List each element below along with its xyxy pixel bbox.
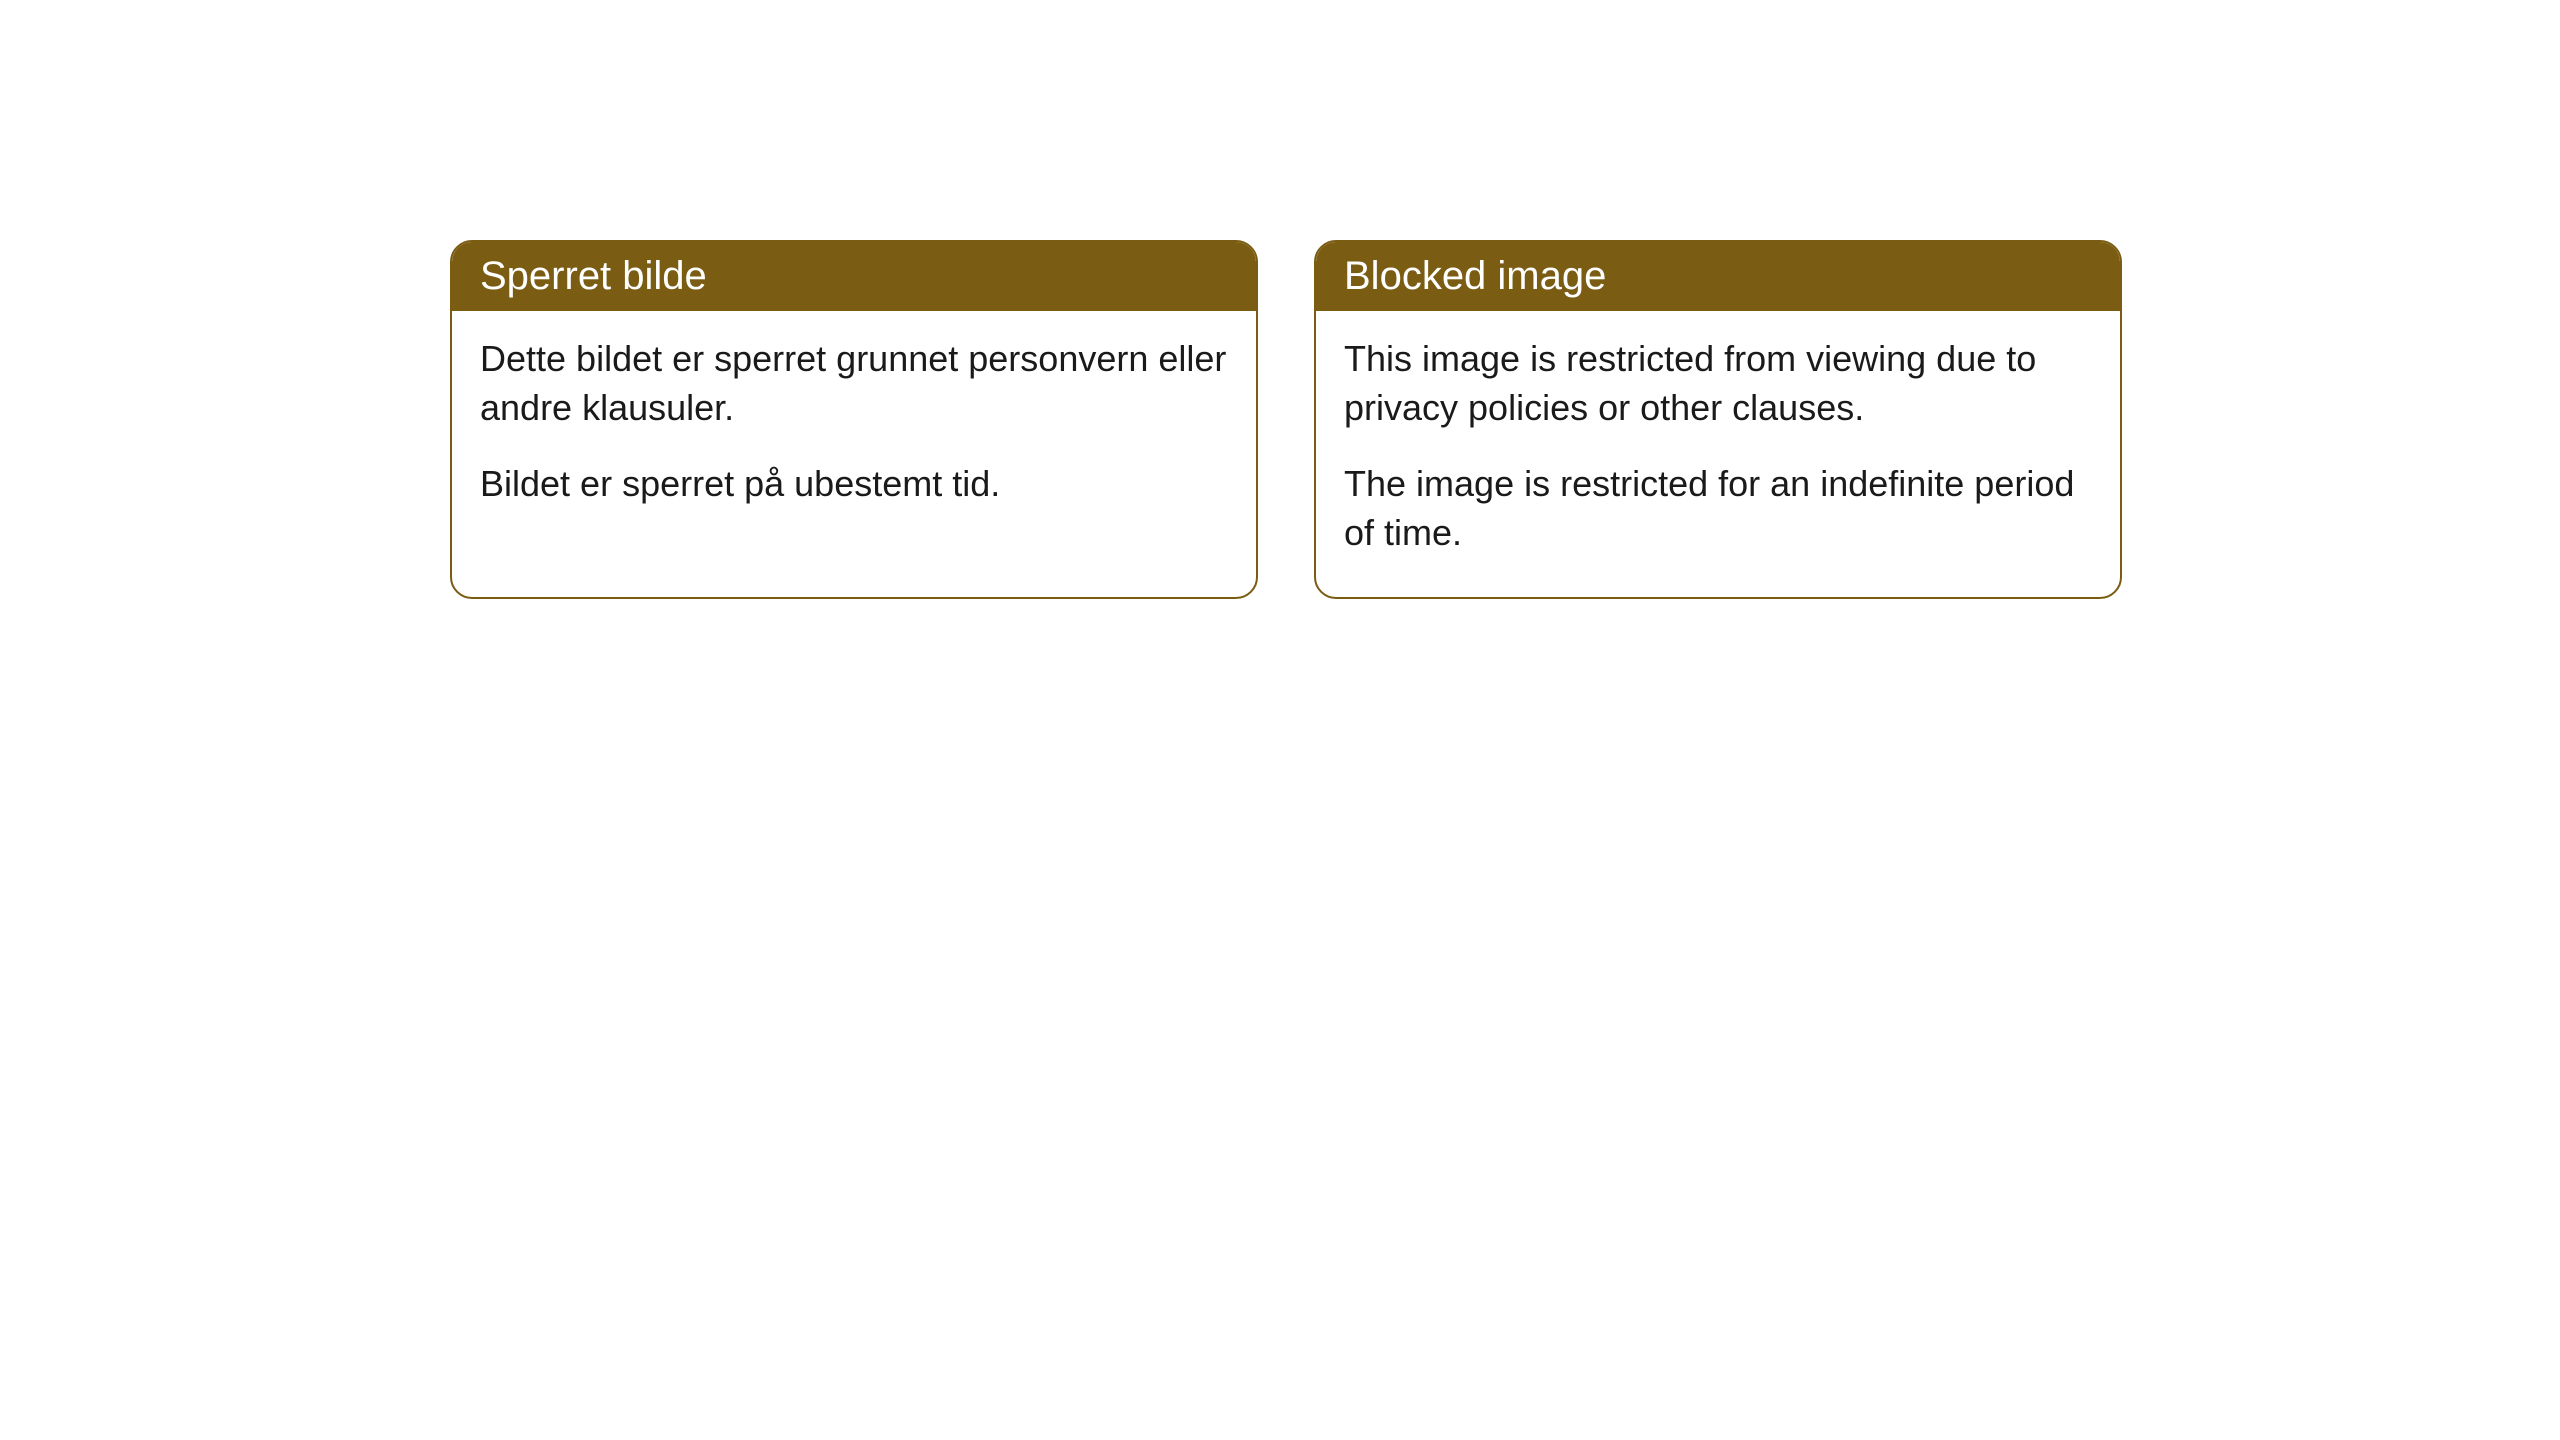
card-paragraph-duration: Bildet er sperret på ubestemt tid. (480, 460, 1228, 509)
card-body-english: This image is restricted from viewing du… (1316, 311, 2120, 597)
cards-container: Sperret bilde Dette bildet er sperret gr… (450, 240, 2122, 599)
card-body-norwegian: Dette bildet er sperret grunnet personve… (452, 311, 1256, 549)
card-paragraph-reason: Dette bildet er sperret grunnet personve… (480, 335, 1228, 432)
card-header-english: Blocked image (1316, 242, 2120, 311)
blocked-image-card-english: Blocked image This image is restricted f… (1314, 240, 2122, 599)
card-paragraph-reason: This image is restricted from viewing du… (1344, 335, 2092, 432)
blocked-image-card-norwegian: Sperret bilde Dette bildet er sperret gr… (450, 240, 1258, 599)
card-header-norwegian: Sperret bilde (452, 242, 1256, 311)
card-paragraph-duration: The image is restricted for an indefinit… (1344, 460, 2092, 557)
